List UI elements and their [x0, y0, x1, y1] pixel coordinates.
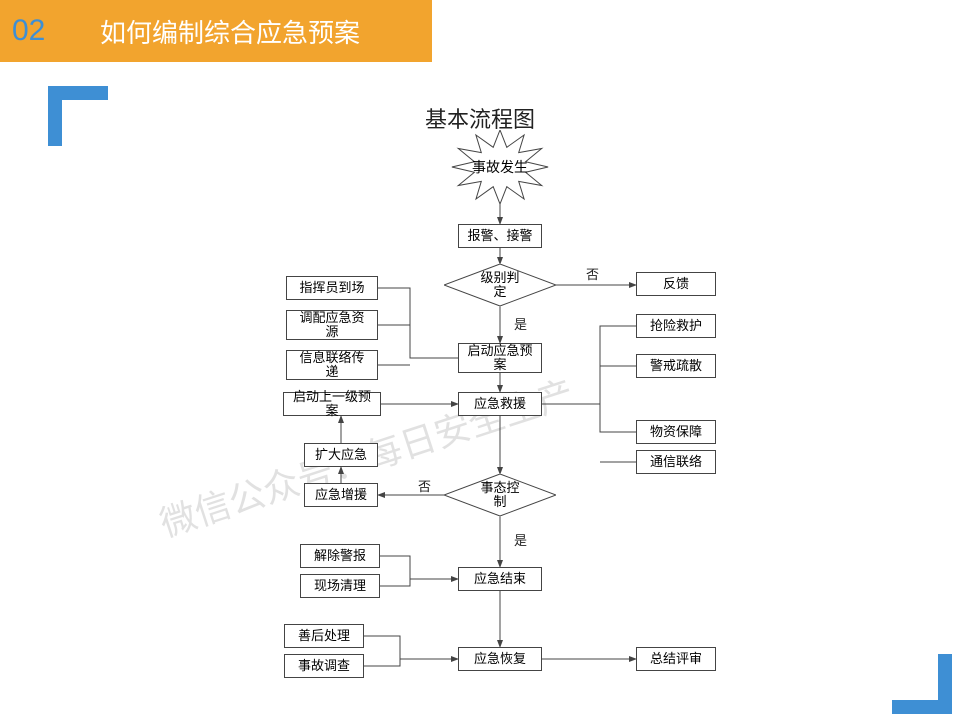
- node-expand: 扩大应急: [304, 443, 378, 467]
- header-title: 如何编制综合应急预案: [100, 13, 360, 50]
- node-ctrl: 事态控 制: [444, 474, 556, 516]
- edge-label: 是: [514, 314, 527, 333]
- node-rescue: 应急救援: [458, 392, 542, 416]
- node-start: 启动应急预 案: [458, 343, 542, 373]
- edge-label: 否: [586, 264, 599, 283]
- header-number: 02: [0, 14, 100, 48]
- node-qx: 抢险救护: [636, 314, 716, 338]
- node-clean: 现场清理: [300, 574, 380, 598]
- flowchart-edges: [0, 130, 960, 710]
- edge-label: 否: [418, 476, 431, 495]
- slide-header: 02 如何编制综合应急预案: [0, 0, 432, 62]
- node-upper: 启动上一级预案: [283, 392, 381, 416]
- node-burst: 事故发生: [420, 130, 580, 204]
- node-info: 信息联络传 递: [286, 350, 378, 380]
- node-after: 善后处理: [284, 624, 364, 648]
- node-clearA: 解除警报: [300, 544, 380, 568]
- edge-label: 是: [514, 530, 527, 549]
- node-support: 应急增援: [304, 483, 378, 507]
- node-jj: 警戒疏散: [636, 354, 716, 378]
- node-resrc: 调配应急资 源: [286, 310, 378, 340]
- node-end: 应急结束: [458, 567, 542, 591]
- node-alarm: 报警、接警: [458, 224, 542, 248]
- node-wz: 物资保障: [636, 420, 716, 444]
- node-judge: 级别判 定: [444, 264, 556, 306]
- node-review: 总结评审: [636, 647, 716, 671]
- node-fb: 反馈: [636, 272, 716, 296]
- node-invest: 事故调查: [284, 654, 364, 678]
- node-cmd: 指挥员到场: [286, 276, 378, 300]
- flowchart-canvas: 事故发生报警、接警级别判 定启动应急预 案应急救援事态控 制应急结束应急恢复 指挥…: [0, 130, 960, 710]
- node-tx: 通信联络: [636, 450, 716, 474]
- node-recover: 应急恢复: [458, 647, 542, 671]
